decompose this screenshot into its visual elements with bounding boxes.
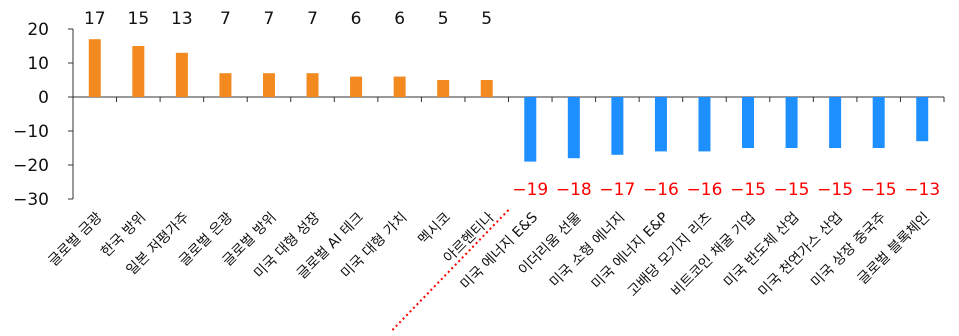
data-label: −16 (643, 180, 679, 200)
bar (132, 46, 145, 97)
divider-line (389, 209, 510, 333)
category-label: 미국 에너지 E&S (458, 209, 541, 292)
data-label: −13 (904, 180, 940, 200)
bar (829, 97, 842, 148)
bar (654, 97, 667, 152)
bar (698, 97, 711, 152)
data-label: −15 (774, 180, 810, 200)
data-label: 5 (481, 9, 492, 29)
y-tick-label: −20 (13, 156, 49, 176)
bar (175, 52, 188, 97)
data-label: 7 (307, 9, 318, 29)
bar (480, 80, 493, 97)
data-label: −15 (817, 180, 853, 200)
data-label: −18 (556, 180, 592, 200)
data-label: 5 (438, 9, 449, 29)
bar (524, 97, 537, 162)
bar (306, 73, 319, 97)
bar (88, 39, 101, 97)
data-label: −17 (599, 180, 635, 200)
category-label: 미국 반도체 산업 (721, 210, 802, 291)
y-tick-label: 20 (27, 20, 49, 40)
data-label: 13 (171, 9, 193, 29)
data-label: 6 (351, 9, 362, 29)
y-tick-label: −30 (13, 190, 49, 210)
bar (437, 80, 450, 97)
data-label: 17 (84, 9, 106, 29)
category-label: 글로벌 금광 (46, 209, 106, 269)
category-label: 멕시코 (415, 209, 454, 248)
data-label: −16 (687, 180, 723, 200)
bar (785, 97, 798, 148)
bar (219, 73, 232, 97)
category-label: 미국 에너지 E&P (589, 210, 672, 293)
bar (567, 97, 580, 159)
bar (262, 73, 275, 97)
category-label: 미국 상장 중국주 (808, 209, 889, 290)
bar (916, 97, 929, 142)
y-tick-label: 10 (27, 54, 49, 74)
data-label: 6 (394, 9, 405, 29)
data-label: 7 (264, 9, 275, 29)
category-label: 미국 소형 에너지 (547, 210, 628, 291)
bar (742, 97, 755, 148)
bar (350, 76, 363, 97)
data-label: 7 (220, 9, 231, 29)
data-label: 15 (128, 9, 150, 29)
bar (872, 97, 885, 148)
data-label: −15 (861, 180, 897, 200)
y-tick-label: −10 (13, 122, 49, 142)
y-tick-label: 0 (38, 88, 49, 108)
data-label: −15 (730, 180, 766, 200)
bar (611, 97, 624, 155)
data-label: −19 (512, 180, 548, 200)
bar (393, 76, 406, 97)
